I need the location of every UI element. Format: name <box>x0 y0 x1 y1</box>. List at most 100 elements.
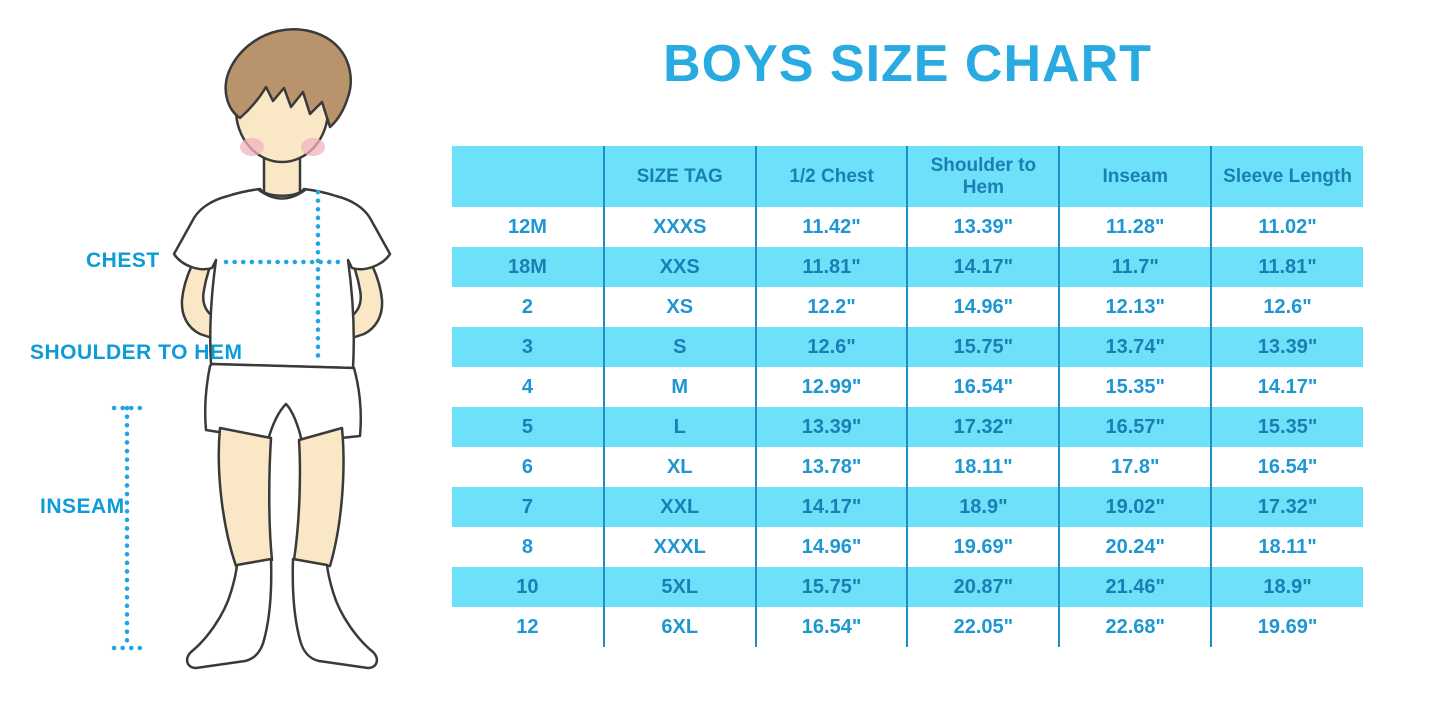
size-cell: 4 <box>452 367 604 407</box>
table-row: 7 XXL 14.17" 18.9" 19.02" 17.32" <box>452 487 1363 527</box>
sleeve-length-cell: 18.9" <box>1210 567 1363 607</box>
sleeve-length-cell: 14.17" <box>1210 367 1363 407</box>
shoulder-hem-cell: 19.69" <box>906 527 1060 567</box>
hair-shape <box>224 28 352 129</box>
shoulder-hem-cell: 15.75" <box>906 327 1060 367</box>
size-tag-cell: M <box>602 367 756 407</box>
sleeve-length-cell: 11.81" <box>1210 247 1363 287</box>
size-cell: 5 <box>452 407 604 447</box>
half-chest-cell: 12.2" <box>754 287 908 327</box>
inseam-cell: 19.02" <box>1058 487 1212 527</box>
size-cell: 12M <box>452 207 604 247</box>
inseam-cell: 16.57" <box>1058 407 1212 447</box>
size-table-body: 12M XXXS 11.42" 13.39" 11.28" 11.02" 18M… <box>452 207 1363 647</box>
size-cell: 12 <box>452 607 604 647</box>
left-sock-shape <box>185 557 273 670</box>
tshirt-shape <box>172 187 392 370</box>
size-tag-cell: XXS <box>602 247 756 287</box>
inseam-cell: 15.35" <box>1058 367 1212 407</box>
sleeve-length-cell: 13.39" <box>1210 327 1363 367</box>
col-header-size <box>452 146 604 207</box>
col-header-inseam: Inseam <box>1058 146 1212 207</box>
sleeve-length-cell: 18.11" <box>1210 527 1363 567</box>
size-cell: 7 <box>452 487 604 527</box>
boy-measurement-figure: CHEST SHOULDER TO HEM INSEAM <box>0 0 450 723</box>
inseam-cell: 20.24" <box>1058 527 1212 567</box>
half-chest-cell: 13.78" <box>754 447 908 487</box>
blush-left <box>240 138 264 156</box>
half-chest-cell: 13.39" <box>754 407 908 447</box>
sleeve-length-cell: 16.54" <box>1210 447 1363 487</box>
boy-illustration <box>111 28 392 670</box>
table-row: 12M XXXS 11.42" 13.39" 11.28" 11.02" <box>452 207 1363 247</box>
table-row: 2 XS 12.2" 14.96" 12.13" 12.6" <box>452 287 1363 327</box>
inseam-cell: 17.8" <box>1058 447 1212 487</box>
size-cell: 8 <box>452 527 604 567</box>
half-chest-cell: 14.96" <box>754 527 908 567</box>
inseam-label: INSEAM <box>40 495 125 518</box>
sleeve-length-cell: 15.35" <box>1210 407 1363 447</box>
shoulder-hem-cell: 16.54" <box>906 367 1060 407</box>
size-cell: 10 <box>452 567 604 607</box>
table-row: 6 XL 13.78" 18.11" 17.8" 16.54" <box>452 447 1363 487</box>
inseam-cell: 12.13" <box>1058 287 1212 327</box>
size-cell: 18M <box>452 247 604 287</box>
shoulder-hem-cell: 20.87" <box>906 567 1060 607</box>
shorts-shape <box>203 362 362 444</box>
size-table-header: SIZE TAG 1/2 Chest Shoulder to Hem Insea… <box>452 146 1363 207</box>
sleeve-length-cell: 19.69" <box>1210 607 1363 647</box>
size-tag-cell: XXXS <box>602 207 756 247</box>
half-chest-cell: 14.17" <box>754 487 908 527</box>
size-cell: 2 <box>452 287 604 327</box>
table-row: 3 S 12.6" 15.75" 13.74" 13.39" <box>452 327 1363 367</box>
table-row: 10 5XL 15.75" 20.87" 21.46" 18.9" <box>452 567 1363 607</box>
sleeve-length-cell: 11.02" <box>1210 207 1363 247</box>
table-row: 18M XXS 11.81" 14.17" 11.7" 11.81" <box>452 247 1363 287</box>
size-tag-cell: 5XL <box>602 567 756 607</box>
size-tag-cell: S <box>602 327 756 367</box>
col-header-half-chest: 1/2 Chest <box>754 146 908 207</box>
col-header-size-tag: SIZE TAG <box>602 146 756 207</box>
right-leg-shape <box>292 426 345 568</box>
page-title: BOYS SIZE CHART <box>663 35 1152 93</box>
blush-right <box>301 138 325 156</box>
size-tag-cell: L <box>602 407 756 447</box>
size-tag-cell: XS <box>602 287 756 327</box>
half-chest-cell: 16.54" <box>754 607 908 647</box>
inseam-cell: 11.28" <box>1058 207 1212 247</box>
shoulder-hem-cell: 13.39" <box>906 207 1060 247</box>
size-cell: 3 <box>452 327 604 367</box>
shoulder-to-hem-label: SHOULDER TO HEM <box>30 341 243 364</box>
right-sock-shape <box>291 557 379 670</box>
sleeve-length-cell: 17.32" <box>1210 487 1363 527</box>
table-row: 8 XXXL 14.96" 19.69" 20.24" 18.11" <box>452 527 1363 567</box>
size-tag-cell: XXXL <box>602 527 756 567</box>
inseam-cell: 21.46" <box>1058 567 1212 607</box>
half-chest-cell: 11.42" <box>754 207 908 247</box>
half-chest-cell: 15.75" <box>754 567 908 607</box>
col-header-shoulder-to-hem: Shoulder to Hem <box>906 146 1060 207</box>
table-row: 5 L 13.39" 17.32" 16.57" 15.35" <box>452 407 1363 447</box>
size-tag-cell: XXL <box>602 487 756 527</box>
inseam-cell: 13.74" <box>1058 327 1212 367</box>
inseam-cell: 22.68" <box>1058 607 1212 647</box>
table-row: 12 6XL 16.54" 22.05" 22.68" 19.69" <box>452 607 1363 647</box>
shoulder-hem-cell: 17.32" <box>906 407 1060 447</box>
collar-line <box>257 188 307 200</box>
shoulder-hem-cell: 18.9" <box>906 487 1060 527</box>
shoulder-hem-cell: 14.96" <box>906 287 1060 327</box>
inseam-cell: 11.7" <box>1058 247 1212 287</box>
half-chest-cell: 11.81" <box>754 247 908 287</box>
sleeve-length-cell: 12.6" <box>1210 287 1363 327</box>
size-table: SIZE TAG 1/2 Chest Shoulder to Hem Insea… <box>452 146 1363 647</box>
size-tag-cell: 6XL <box>602 607 756 647</box>
col-header-sleeve-length: Sleeve Length <box>1210 146 1363 207</box>
size-tag-cell: XL <box>602 447 756 487</box>
header-row: SIZE TAG 1/2 Chest Shoulder to Hem Insea… <box>452 146 1363 207</box>
shoulder-hem-cell: 14.17" <box>906 247 1060 287</box>
chest-label: CHEST <box>86 249 160 272</box>
shoulder-hem-cell: 18.11" <box>906 447 1060 487</box>
half-chest-cell: 12.99" <box>754 367 908 407</box>
shoulder-hem-cell: 22.05" <box>906 607 1060 647</box>
